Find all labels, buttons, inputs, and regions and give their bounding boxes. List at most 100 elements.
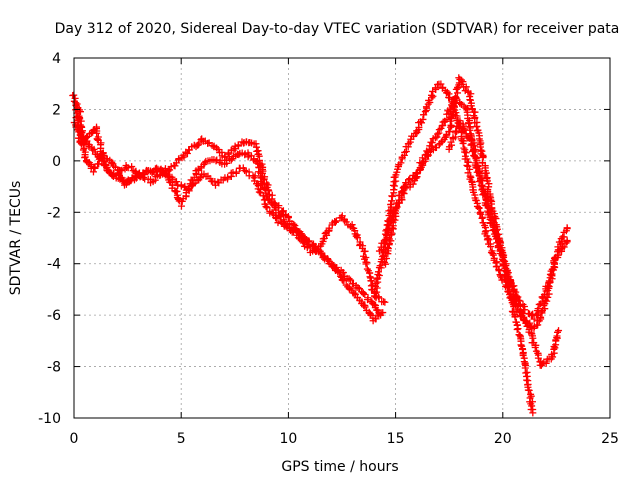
data-point <box>361 247 369 255</box>
chart-title: Day 312 of 2020, Sidereal Day-to-day VTE… <box>55 21 620 37</box>
data-point <box>409 180 417 188</box>
x-axis-label: GPS time / hours <box>281 459 398 475</box>
data-point <box>181 182 189 190</box>
data-point <box>263 204 271 212</box>
data-point <box>89 146 97 154</box>
data-point <box>540 291 548 299</box>
data-point <box>290 226 298 234</box>
data-point <box>462 149 470 157</box>
data-point <box>447 121 455 129</box>
data-point <box>495 266 503 274</box>
data-point <box>373 275 381 283</box>
data-point <box>461 126 469 134</box>
data-point <box>524 321 532 329</box>
data-point <box>374 268 382 276</box>
data-point <box>428 91 436 99</box>
x-tick-label: 25 <box>601 431 619 447</box>
data-point <box>362 260 370 268</box>
x-tick-label: 5 <box>177 431 186 447</box>
data-point <box>489 226 497 234</box>
data-point <box>361 290 369 298</box>
data-point <box>468 147 476 155</box>
data-point <box>375 294 383 302</box>
data-point <box>108 172 116 180</box>
data-point <box>99 149 107 157</box>
data-point <box>494 244 502 252</box>
data-point <box>354 283 362 291</box>
y-tick-label: -10 <box>38 411 61 427</box>
data-point <box>405 140 413 148</box>
y-axis-label: SDTVAR / TECUs <box>8 181 24 296</box>
data-point <box>466 165 474 173</box>
data-point <box>481 191 489 199</box>
data-point <box>550 258 558 266</box>
data-point <box>531 343 539 351</box>
data-point <box>260 175 268 183</box>
data-point <box>214 146 222 154</box>
data-point <box>234 141 242 149</box>
data-point <box>529 409 537 417</box>
data-point <box>534 305 542 313</box>
data-point <box>384 245 392 253</box>
data-point <box>405 176 413 184</box>
data-point <box>393 168 401 176</box>
data-point <box>124 164 132 172</box>
data-point <box>259 169 267 177</box>
axis-ticks: 0 5 10 15 20 25 -10 -8 -6 -4 -2 0 2 4 <box>38 51 619 447</box>
data-point <box>461 148 469 156</box>
data-point <box>171 162 179 170</box>
data-point <box>504 272 512 280</box>
x-tick-label: 10 <box>279 431 297 447</box>
data-point <box>78 123 86 131</box>
data-point <box>166 166 174 174</box>
data-point <box>381 298 389 306</box>
data-point <box>512 288 520 296</box>
data-point <box>542 359 550 367</box>
data-point <box>517 341 525 349</box>
data-point <box>382 235 390 243</box>
data-point <box>315 248 323 256</box>
data-point <box>276 213 284 221</box>
data-point <box>563 237 571 245</box>
data-point <box>434 130 442 138</box>
x-tick-label: 0 <box>70 431 79 447</box>
data-point <box>468 140 476 148</box>
data-point <box>530 315 538 323</box>
y-tick-label: 0 <box>52 154 61 170</box>
x-tick-label: 15 <box>387 431 405 447</box>
data-point <box>384 244 392 252</box>
data-point <box>421 108 429 116</box>
data-point <box>140 173 148 181</box>
data-point <box>76 108 84 116</box>
data-point <box>299 239 307 247</box>
data-point <box>94 135 102 143</box>
data-point <box>473 123 481 131</box>
data-point <box>478 214 486 222</box>
data-point <box>428 139 436 147</box>
data-point <box>241 167 249 175</box>
data-point <box>297 230 305 238</box>
data-point <box>224 173 232 181</box>
data-point <box>445 110 453 118</box>
data-point <box>268 209 276 217</box>
data-point <box>487 243 495 251</box>
data-point <box>244 153 252 161</box>
data-point <box>375 271 383 279</box>
data-point <box>265 187 273 195</box>
data-point <box>142 166 150 174</box>
data-point <box>463 161 471 169</box>
data-point <box>128 163 136 171</box>
data-point <box>380 237 388 245</box>
data-point <box>377 243 385 251</box>
y-tick-label: -8 <box>47 360 61 376</box>
data-point <box>441 133 449 141</box>
data-point <box>513 326 521 334</box>
data-point <box>542 282 550 290</box>
data-point <box>255 188 263 196</box>
data-point <box>525 386 533 394</box>
data-point <box>449 102 457 110</box>
data-point <box>280 222 288 230</box>
data-point <box>385 207 393 215</box>
data-point <box>463 155 471 163</box>
data-point <box>185 185 193 193</box>
